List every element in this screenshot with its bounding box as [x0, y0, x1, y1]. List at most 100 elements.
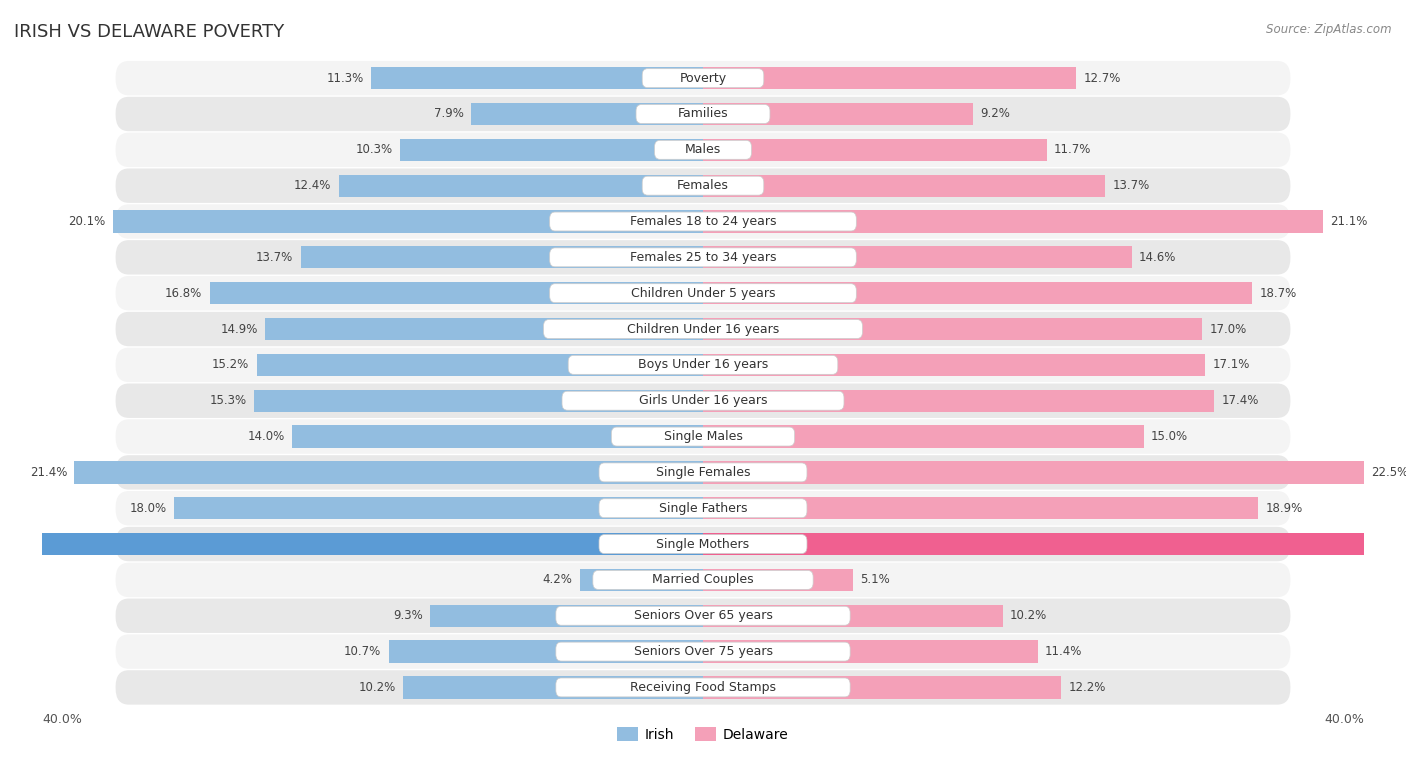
FancyBboxPatch shape — [593, 571, 813, 590]
FancyBboxPatch shape — [115, 276, 1291, 310]
FancyBboxPatch shape — [115, 240, 1291, 274]
Bar — [703, 67, 1076, 89]
FancyBboxPatch shape — [115, 133, 1291, 167]
Text: Females 18 to 24 years: Females 18 to 24 years — [630, 215, 776, 228]
Text: 22.5%: 22.5% — [1371, 466, 1406, 479]
Bar — [703, 641, 1038, 662]
Text: 17.1%: 17.1% — [1212, 359, 1250, 371]
Text: Children Under 5 years: Children Under 5 years — [631, 287, 775, 299]
Text: 20.1%: 20.1% — [67, 215, 105, 228]
Text: 13.7%: 13.7% — [256, 251, 294, 264]
FancyBboxPatch shape — [612, 427, 794, 446]
FancyBboxPatch shape — [115, 312, 1291, 346]
Text: Males: Males — [685, 143, 721, 156]
FancyBboxPatch shape — [599, 534, 807, 553]
Text: 18.9%: 18.9% — [1265, 502, 1303, 515]
Text: 7.9%: 7.9% — [434, 108, 464, 121]
FancyBboxPatch shape — [643, 69, 763, 88]
Text: Boys Under 16 years: Boys Under 16 years — [638, 359, 768, 371]
Text: 12.2%: 12.2% — [1069, 681, 1107, 694]
Bar — [703, 211, 1323, 233]
Bar — [703, 497, 1258, 519]
Text: 13.7%: 13.7% — [1112, 179, 1150, 193]
Text: 10.3%: 10.3% — [356, 143, 394, 156]
Text: Seniors Over 65 years: Seniors Over 65 years — [634, 609, 772, 622]
Text: Families: Families — [678, 108, 728, 121]
Text: Single Males: Single Males — [664, 430, 742, 443]
Bar — [703, 676, 1062, 699]
Bar — [703, 390, 1213, 412]
Text: Single Females: Single Females — [655, 466, 751, 479]
Bar — [703, 568, 853, 591]
Text: Children Under 16 years: Children Under 16 years — [627, 323, 779, 336]
Bar — [703, 139, 1046, 161]
FancyBboxPatch shape — [636, 105, 770, 124]
Bar — [253, 390, 703, 412]
Text: 15.0%: 15.0% — [1152, 430, 1188, 443]
Text: 5.1%: 5.1% — [860, 573, 890, 587]
FancyBboxPatch shape — [550, 283, 856, 302]
Text: 14.0%: 14.0% — [247, 430, 284, 443]
Text: 18.0%: 18.0% — [129, 502, 167, 515]
Text: Girls Under 16 years: Girls Under 16 years — [638, 394, 768, 407]
Text: 9.2%: 9.2% — [980, 108, 1011, 121]
FancyBboxPatch shape — [115, 97, 1291, 131]
Bar — [703, 533, 1406, 555]
FancyBboxPatch shape — [115, 491, 1291, 525]
Text: IRISH VS DELAWARE POVERTY: IRISH VS DELAWARE POVERTY — [14, 23, 284, 41]
Bar — [174, 497, 703, 519]
Text: Poverty: Poverty — [679, 72, 727, 85]
FancyBboxPatch shape — [550, 212, 856, 231]
Bar — [388, 641, 703, 662]
FancyBboxPatch shape — [115, 670, 1291, 705]
Text: 21.1%: 21.1% — [1330, 215, 1368, 228]
FancyBboxPatch shape — [115, 348, 1291, 382]
Bar — [579, 568, 703, 591]
FancyBboxPatch shape — [599, 463, 807, 482]
FancyBboxPatch shape — [115, 205, 1291, 239]
Text: Seniors Over 75 years: Seniors Over 75 years — [634, 645, 772, 658]
Legend: Irish, Delaware: Irish, Delaware — [617, 727, 789, 742]
FancyBboxPatch shape — [568, 356, 838, 374]
Bar — [703, 282, 1253, 304]
Bar — [401, 139, 703, 161]
Bar — [256, 354, 703, 376]
Text: Receiving Food Stamps: Receiving Food Stamps — [630, 681, 776, 694]
Text: Single Fathers: Single Fathers — [659, 502, 747, 515]
FancyBboxPatch shape — [115, 384, 1291, 418]
Text: 21.4%: 21.4% — [30, 466, 67, 479]
Bar — [112, 211, 703, 233]
Text: 14.9%: 14.9% — [221, 323, 259, 336]
Text: 18.7%: 18.7% — [1260, 287, 1296, 299]
Text: Females: Females — [678, 179, 728, 193]
Bar — [703, 462, 1364, 484]
Text: Married Couples: Married Couples — [652, 573, 754, 587]
Text: 11.7%: 11.7% — [1054, 143, 1091, 156]
Text: 40.0%: 40.0% — [42, 713, 82, 725]
FancyBboxPatch shape — [115, 419, 1291, 454]
Bar — [404, 676, 703, 699]
Text: Source: ZipAtlas.com: Source: ZipAtlas.com — [1267, 23, 1392, 36]
Bar — [703, 246, 1132, 268]
Bar — [703, 605, 1002, 627]
Bar — [430, 605, 703, 627]
FancyBboxPatch shape — [115, 634, 1291, 669]
Bar — [339, 174, 703, 197]
Bar — [703, 318, 1202, 340]
Bar — [292, 425, 703, 448]
Text: 40.0%: 40.0% — [1324, 713, 1364, 725]
Text: 14.6%: 14.6% — [1139, 251, 1177, 264]
Bar — [703, 425, 1143, 448]
FancyBboxPatch shape — [115, 168, 1291, 203]
FancyBboxPatch shape — [544, 320, 862, 339]
Text: 9.3%: 9.3% — [392, 609, 423, 622]
Bar — [703, 103, 973, 125]
Text: 12.4%: 12.4% — [294, 179, 332, 193]
Text: 10.7%: 10.7% — [344, 645, 381, 658]
FancyBboxPatch shape — [655, 140, 751, 159]
Text: 12.7%: 12.7% — [1084, 72, 1121, 85]
FancyBboxPatch shape — [115, 61, 1291, 96]
Bar — [209, 282, 703, 304]
Text: 15.2%: 15.2% — [212, 359, 249, 371]
FancyBboxPatch shape — [115, 599, 1291, 633]
